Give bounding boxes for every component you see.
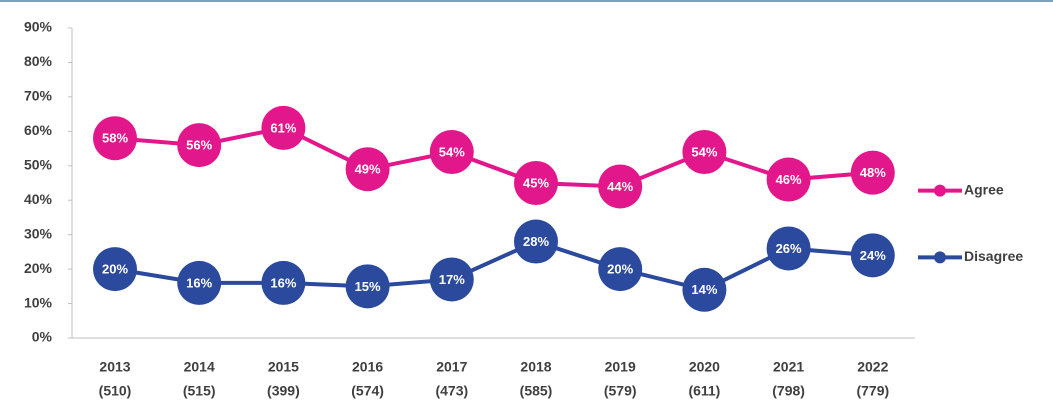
- data-label: 44%: [607, 179, 633, 194]
- x-tick-count: (585): [520, 383, 553, 399]
- data-label: 14%: [691, 282, 717, 297]
- data-point: [766, 157, 811, 202]
- data-point: [766, 226, 811, 271]
- x-tick-label: 2013: [99, 359, 130, 375]
- data-label: 58%: [102, 131, 128, 146]
- data-label: 15%: [355, 279, 381, 294]
- y-tick-label: 10%: [24, 294, 53, 310]
- y-tick-label: 60%: [24, 122, 53, 138]
- data-point: [177, 123, 222, 168]
- x-tick-label: 2019: [605, 359, 636, 375]
- y-tick-label: 0%: [32, 329, 53, 345]
- data-point: [345, 147, 390, 192]
- x-tick-label: 2014: [184, 359, 215, 375]
- legend-marker: [934, 184, 946, 197]
- data-point: [850, 150, 895, 195]
- x-tick-count: (779): [856, 383, 889, 399]
- y-tick-label: 30%: [24, 225, 53, 241]
- x-tick-count: (611): [688, 383, 720, 399]
- x-tick-count: (399): [267, 383, 300, 399]
- data-label: 26%: [776, 241, 802, 256]
- data-point: [598, 164, 643, 209]
- series-line: [114, 125, 873, 189]
- x-tick-count: (473): [435, 383, 468, 399]
- data-point: [514, 161, 558, 205]
- data-point: [429, 130, 474, 174]
- x-tick-count: (515): [183, 383, 216, 399]
- y-tick-label: 90%: [24, 19, 53, 35]
- x-tick-label: 2016: [352, 359, 383, 375]
- legend-label: Disagree: [964, 248, 1023, 264]
- x-tick-label: 2020: [689, 359, 720, 375]
- data-label: 46%: [776, 172, 802, 187]
- x-tick-count: (574): [351, 383, 384, 399]
- data-label: 16%: [186, 275, 212, 290]
- data-label: 17%: [439, 272, 465, 287]
- data-label: 45%: [523, 175, 549, 190]
- series-line: [114, 239, 873, 292]
- data-label: 54%: [691, 144, 717, 159]
- data-point: [598, 247, 643, 292]
- y-tick-label: 20%: [24, 260, 53, 276]
- data-point: [261, 105, 306, 150]
- x-tick-label: 2017: [436, 359, 467, 375]
- data-label: 61%: [270, 120, 296, 135]
- x-tick-label: 2015: [268, 359, 299, 375]
- y-tick-label: 80%: [24, 53, 53, 69]
- data-point: [93, 247, 137, 292]
- data-point: [345, 264, 390, 309]
- y-tick-label: 40%: [24, 191, 53, 207]
- data-label: 20%: [102, 262, 128, 277]
- data-point: [682, 130, 727, 174]
- data-label: 49%: [355, 162, 381, 177]
- data-label: 24%: [860, 248, 886, 263]
- x-tick-label: 2022: [857, 359, 888, 375]
- x-tick-label: 2021: [773, 359, 804, 375]
- data-point: [682, 267, 727, 312]
- data-point: [429, 257, 474, 302]
- data-label: 20%: [607, 262, 633, 277]
- data-label: 16%: [270, 275, 296, 290]
- data-point: [850, 233, 895, 278]
- x-tick-label: 2018: [520, 359, 551, 375]
- x-tick-count: (579): [604, 383, 637, 399]
- data-point: [261, 260, 306, 305]
- y-tick-label: 50%: [24, 156, 53, 172]
- data-point: [93, 116, 137, 161]
- data-label: 48%: [860, 165, 886, 180]
- x-tick-count: (510): [99, 383, 132, 399]
- data-label: 54%: [439, 144, 465, 159]
- y-tick-label: 70%: [24, 88, 53, 104]
- legend-marker: [934, 251, 946, 264]
- data-point: [177, 260, 222, 305]
- x-tick-count: (798): [772, 383, 805, 399]
- data-label: 28%: [523, 234, 549, 249]
- legend-label: Agree: [964, 181, 1004, 197]
- data-point: [514, 219, 558, 264]
- data-label: 56%: [186, 138, 212, 153]
